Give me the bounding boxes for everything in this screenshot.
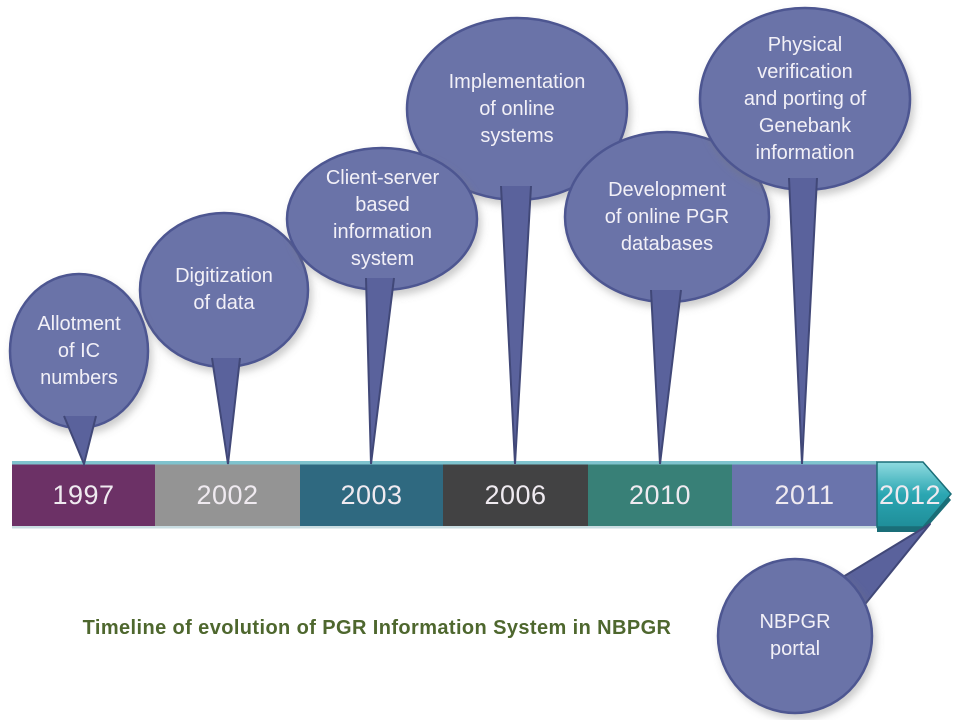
callout-tail-2010 — [650, 289, 682, 465]
timeline-segment-2003 — [300, 464, 443, 526]
callout-label-2002: Digitization of data — [175, 265, 273, 314]
year-label-2006: 2006 — [484, 479, 547, 510]
callout-bubble-nbpgr-portal — [716, 557, 874, 715]
year-label-2002: 2002 — [196, 479, 259, 510]
year-label-2011: 2011 — [774, 479, 835, 510]
timeline-segment-2006 — [443, 464, 588, 526]
timeline-bottom-border — [12, 526, 878, 529]
year-label-2003: 2003 — [340, 479, 403, 510]
year-label-1997: 1997 — [52, 479, 115, 510]
callout-tail-2002 — [211, 357, 241, 465]
callout-tail-2003 — [365, 277, 395, 465]
timeline-segment-2010 — [588, 464, 732, 526]
callout-label-2011: Physical verification and porting of Gen… — [743, 33, 867, 164]
slide-caption: Timeline of evolution of PGR Information… — [82, 616, 672, 639]
timeline-segment-2002 — [155, 464, 300, 526]
timeline-top-border — [12, 461, 877, 465]
callout-tail-1997 — [63, 415, 97, 468]
callout-tail-2011 — [788, 177, 818, 465]
callout-label-1997: Allotment of IC numbers — [37, 312, 121, 389]
callout-tail-nbpgr-portal — [837, 523, 931, 609]
callout-label-nbpgr-portal: NBPGR portal — [759, 611, 831, 660]
timeline-segment-2011 — [732, 464, 877, 526]
callout-label-2010: Development of online PGR databases — [604, 178, 730, 255]
callout-group — [8, 6, 931, 715]
callout-label-2006: Implementation of online systems — [448, 70, 586, 147]
timeline-segment-1997 — [12, 464, 155, 526]
callout-tail-2006 — [500, 185, 532, 465]
callout-label-2003: Client-server based information system — [325, 167, 440, 270]
year-label-2010: 2010 — [628, 479, 692, 510]
year-label-2012: 2012 — [878, 479, 942, 510]
timeline-arrow-2012 — [876, 461, 952, 528]
